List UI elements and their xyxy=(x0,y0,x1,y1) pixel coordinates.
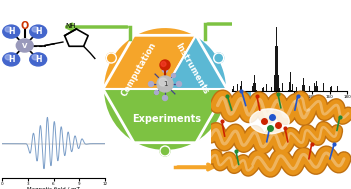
Text: H: H xyxy=(35,27,41,36)
Text: Computation: Computation xyxy=(120,40,158,98)
Circle shape xyxy=(157,76,173,92)
Text: H: H xyxy=(35,55,41,64)
Text: V: V xyxy=(22,43,27,49)
Circle shape xyxy=(214,53,224,63)
Circle shape xyxy=(32,55,39,60)
Circle shape xyxy=(3,53,20,66)
Circle shape xyxy=(160,146,170,156)
Circle shape xyxy=(161,61,166,67)
Polygon shape xyxy=(165,35,227,143)
Text: O: O xyxy=(21,21,29,30)
X-axis label: Mass / Da: Mass / Da xyxy=(276,100,303,105)
Circle shape xyxy=(32,27,39,32)
Text: NH: NH xyxy=(66,23,76,29)
Circle shape xyxy=(154,91,159,94)
Circle shape xyxy=(159,78,167,86)
Circle shape xyxy=(3,25,20,38)
Circle shape xyxy=(5,55,12,60)
Text: H: H xyxy=(8,27,14,36)
Circle shape xyxy=(5,27,12,32)
Circle shape xyxy=(16,39,33,52)
Circle shape xyxy=(30,25,47,38)
Circle shape xyxy=(177,81,181,87)
Text: 1: 1 xyxy=(163,81,167,87)
Circle shape xyxy=(172,74,176,77)
Ellipse shape xyxy=(250,109,289,134)
Polygon shape xyxy=(103,27,196,89)
Circle shape xyxy=(30,53,47,66)
X-axis label: Magnetic field / mT: Magnetic field / mT xyxy=(27,187,80,189)
Circle shape xyxy=(160,60,170,70)
Circle shape xyxy=(106,53,116,63)
Circle shape xyxy=(163,95,167,101)
Text: H: H xyxy=(8,55,14,64)
Circle shape xyxy=(148,81,153,87)
Text: Instruments: Instruments xyxy=(174,42,210,96)
Polygon shape xyxy=(103,89,227,151)
Circle shape xyxy=(163,67,167,73)
Text: Experiments: Experiments xyxy=(132,114,201,124)
